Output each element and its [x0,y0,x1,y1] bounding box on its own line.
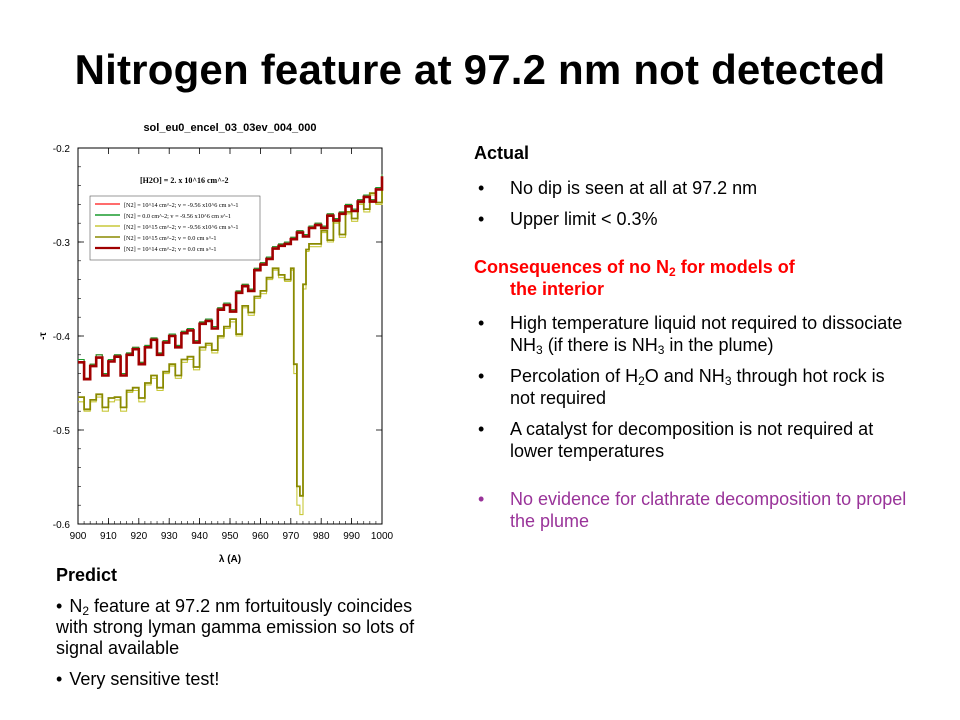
x-tick-label: 900 [70,531,87,542]
bullet: • [56,669,63,689]
legend-box [89,195,261,261]
list-item: • Very sensitive test! [56,669,220,689]
bullet: • [478,178,485,198]
legend-entry: [N2] = 10^14 cm^-2; v = -9.56 x10^6 cm s… [124,202,238,209]
list-item: • A catalyst for decomposition is not req… [478,419,874,461]
predict-heading: Predict [56,565,118,585]
actual-list: • No dip is seen at all at 97.2 nm • Upper… [474,177,914,230]
series-line [78,180,383,516]
bullet: • [478,209,485,229]
actual-heading: Actual [474,143,530,163]
x-tick-label: 1000 [371,531,394,542]
consequences-list: • High temperature liquid not required to… [474,312,914,462]
x-tick-label: 980 [313,531,330,542]
x-tick-label: 930 [161,531,178,542]
legend-entry: [N2] = 10^15 cm^-2; v = 0.0 cm s^-1 [124,235,217,242]
x-tick-label: 950 [222,531,239,542]
y-axis-label: -τ [38,332,49,340]
slide-title: Nitrogen feature at 97.2 nm not detected [74,46,886,93]
bullet: • [478,313,485,333]
left-text-panel: Predict • N2 feature at 97.2 nm fortuitou… [56,565,436,700]
x-tick-label: 970 [282,531,299,542]
series-line [78,176,384,381]
x-tick-label: 990 [343,531,360,542]
y-tick-label: -0.6 [53,520,71,531]
list-item: • Upper limit < 0.3% [478,209,658,229]
y-tick-label: -0.4 [53,332,71,343]
legend-entry: [N2] = 10^14 cm^-2; v = 0.0 cm s^-1 [124,246,217,253]
consequences-heading: Consequences of no N2 for models of the i… [474,257,795,299]
list-item: • No evidence for clathrate decomposition… [478,489,907,531]
legend-entry: [N2] = 0.0 cm^-2; v = -9.56 x10^6 cm s^-… [124,213,231,220]
list-item: • Percolation of H2O and NH3 through hot … [478,366,885,408]
chart-annotation: [H2O] = 2. x 10^16 cm^-2 [140,176,229,185]
x-tick-label: 910 [100,531,117,542]
legend-entry: [N2] = 10^15 cm^-2; v = -9.56 x10^6 cm s… [124,224,238,231]
list-item: • N2 feature at 97.2 nm fortuitously coin… [56,596,415,658]
x-axis-label: λ (A) [219,554,241,565]
x-tick-label: 960 [252,531,269,542]
list-item: • High temperature liquid not required to… [478,313,903,357]
y-tick-label: -0.3 [53,238,71,249]
bullet: • [478,366,485,386]
series-line [78,178,383,497]
conclusion-list: • No evidence for clathrate decomposition… [474,488,914,532]
x-tick-label: 920 [130,531,147,542]
predict-list: • N2 feature at 97.2 nm fortuitously coin… [56,596,436,690]
y-tick-label: -0.5 [53,426,71,437]
y-tick-label: -0.2 [53,144,71,155]
list-item: • No dip is seen at all at 97.2 nm [478,178,758,198]
bullet: • [478,489,485,509]
right-text-panel: Actual • No dip is seen at all at 97.2 nm… [474,142,914,532]
chart-title: sol_eu0_encel_03_03ev_004_000 [143,122,316,134]
bullet: • [56,596,63,616]
x-tick-label: 940 [191,531,208,542]
bullet: • [478,419,485,439]
